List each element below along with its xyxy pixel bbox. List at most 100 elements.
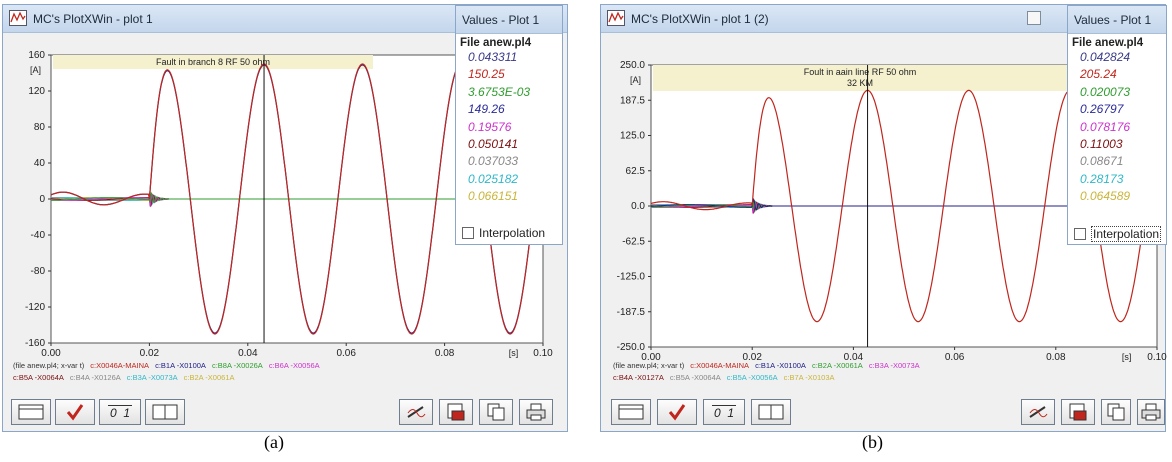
value-row: 0.064589	[1080, 189, 1131, 204]
values-panel-title: Values - Plot 1	[456, 6, 562, 34]
curve-legend-line-2: c:B5A -X0064A c:B4A -X0126A c:B3A -X0073A c…	[3, 373, 567, 382]
interpolation-checkbox[interactable]	[462, 227, 474, 239]
check-button[interactable]	[55, 399, 95, 425]
frame-icon	[18, 404, 44, 420]
caption-a: (a)	[264, 432, 284, 452]
value-row: 149.26	[468, 102, 505, 117]
y-tick-label: 125.0	[620, 131, 645, 142]
chart-subtitle: 32 KM	[847, 78, 873, 88]
window-title: MC's PlotXWin - plot 1	[33, 12, 153, 26]
print-icon	[1141, 403, 1161, 421]
curve-legend-entry: c:B5A -X0064A	[13, 373, 64, 382]
x-tick-label: 0.08	[1046, 352, 1066, 363]
y-tick-label: -80	[31, 266, 46, 277]
values-panel[interactable]: Values - Plot 1 File anew.pl4 0.042824 20…	[1067, 5, 1167, 245]
y-tick-label: -187.5	[617, 307, 646, 318]
curve-legend-entry: c:B3A -X0073A	[868, 361, 920, 370]
values-panel[interactable]: Values - Plot 1 File anew.pl4 0.043311 15…	[455, 5, 563, 245]
scale-01-icon: 0 1	[711, 404, 736, 420]
interpolation-toggle[interactable]: Interpolation	[1074, 226, 1162, 242]
y-tick-label: -40	[31, 230, 46, 241]
interpolation-label: Interpolation	[479, 226, 546, 240]
copy-icon	[487, 403, 505, 421]
plot-window-b: MC's PlotXWin - plot 1 (2) Foult in aain…	[600, 4, 1167, 432]
curve-legend-entry: c:B5A -X0064A	[669, 373, 721, 382]
x-tick-label: 0.00	[41, 348, 61, 359]
save-icon	[447, 403, 465, 421]
print-button[interactable]	[519, 399, 553, 425]
y-tick-label: -160	[25, 338, 45, 349]
curve-legend-entry: c:B4A -X0127A	[613, 373, 664, 382]
y-tick-label: -250.0	[617, 342, 646, 353]
scale-01-icon: 0 1	[107, 404, 132, 420]
frame-button[interactable]	[611, 399, 651, 425]
x-axis-label: [s]	[509, 348, 519, 358]
interpolation-label: Interpolation	[1091, 226, 1162, 242]
chart-title: Foult in aain line RF 50 ohm	[804, 67, 917, 77]
value-row: 0.043311	[468, 50, 518, 64]
checkmark-icon	[668, 404, 686, 421]
title-box	[653, 65, 1067, 91]
save-button[interactable]	[1061, 399, 1095, 425]
toolbar: 0 1	[601, 393, 1165, 429]
x-tick-label: 0.10	[1147, 352, 1167, 363]
save-button[interactable]	[439, 399, 473, 425]
pen-icon	[1029, 406, 1048, 418]
pen-button[interactable]	[399, 399, 433, 425]
value-row: 205.24	[1080, 67, 1117, 82]
values-file-label: File anew.pl4	[1072, 37, 1144, 49]
value-row: 0.042824	[1080, 50, 1131, 64]
scale-button[interactable]: 0 1	[703, 399, 745, 425]
title-box	[53, 55, 373, 69]
chart-title: Fault in branch 8 RF 50 ohm	[156, 57, 270, 67]
y-axis-label: [A]	[630, 75, 641, 85]
curve-legend-line-1: (file anew.pl4; x-var t) c:X0046A-MAINA c:…	[601, 361, 1165, 370]
curve-legend-entry: c:B1A -X0100A	[755, 361, 806, 370]
y-tick-label: -62.5	[622, 236, 645, 247]
y-tick-label: -125.0	[617, 272, 646, 283]
copy-icon	[1107, 403, 1125, 421]
value-row: 0.037033	[468, 154, 519, 169]
copy-button[interactable]	[1101, 399, 1131, 425]
copy-button[interactable]	[479, 399, 513, 425]
x-tick-label: 0.04	[238, 348, 258, 359]
value-row: 0.26797	[1080, 102, 1124, 117]
curve-legend-entry: c:B6A -X0056A	[268, 361, 320, 370]
pen-icon	[407, 406, 426, 418]
frame-icon	[618, 404, 644, 420]
check-button[interactable]	[657, 399, 697, 425]
values-panel-title: Values - Plot 1	[1068, 6, 1166, 34]
x-tick-label: 0.02	[140, 348, 160, 359]
interpolation-checkbox[interactable]	[1074, 228, 1086, 240]
value-row: 0.050141	[468, 136, 519, 151]
frame-button[interactable]	[11, 399, 51, 425]
curve-legend-entry: c:B4A -X0126A	[69, 373, 121, 382]
split-pane-button[interactable]	[145, 399, 185, 425]
curve-legend-entry: c:X0046A-MAINA	[690, 361, 750, 370]
split-pane-icon	[758, 404, 784, 420]
value-row: 150.25	[468, 67, 505, 82]
interpolation-toggle[interactable]: Interpolation	[462, 226, 545, 240]
restore-box-icon[interactable]	[1027, 11, 1041, 25]
x-tick-label: 0.10	[533, 348, 553, 359]
plot-app-icon	[607, 10, 625, 26]
x-tick-label: 0.02	[742, 352, 762, 363]
curve-legend-line-1: (file anew.pl4; x-var t) c:X0046A-MAINA c:…	[3, 361, 567, 370]
scale-button[interactable]: 0 1	[99, 399, 141, 425]
pen-button[interactable]	[1021, 399, 1055, 425]
checkmark-icon	[66, 404, 84, 421]
curve-legend-entry: c:X0046A-MAINA	[90, 361, 150, 370]
y-tick-label: 0.0	[631, 201, 645, 212]
x-tick-label: 0.06	[336, 348, 356, 359]
curve-legend-entry: c:B7A -X0103A	[783, 373, 835, 382]
y-tick-label: 62.5	[626, 166, 646, 177]
caption-b: (b)	[862, 432, 883, 452]
x-tick-label: 0.06	[945, 352, 965, 363]
print-button[interactable]	[1137, 399, 1165, 425]
value-row: 3.6753E-03	[468, 84, 531, 99]
split-pane-button[interactable]	[751, 399, 791, 425]
save-icon	[1069, 403, 1087, 421]
y-tick-label: -120	[25, 302, 45, 313]
y-tick-label: 40	[34, 158, 46, 169]
value-row: 0.11003	[1080, 136, 1123, 151]
